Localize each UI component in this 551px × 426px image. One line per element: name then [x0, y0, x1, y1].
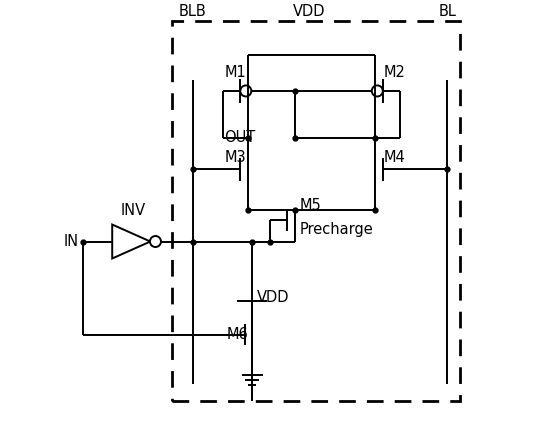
- Text: M6: M6: [226, 327, 249, 343]
- Text: OUT: OUT: [225, 130, 256, 145]
- Text: BL: BL: [439, 4, 456, 19]
- Text: M2: M2: [383, 65, 406, 81]
- Text: M4: M4: [383, 150, 406, 165]
- Text: VDD: VDD: [256, 290, 289, 305]
- Text: VDD: VDD: [293, 4, 326, 19]
- Text: Precharge: Precharge: [300, 222, 374, 237]
- Text: INV: INV: [121, 203, 146, 218]
- Text: M1: M1: [225, 65, 246, 81]
- Text: BLB: BLB: [179, 4, 207, 19]
- Text: M3: M3: [225, 150, 246, 165]
- Polygon shape: [112, 225, 150, 259]
- Text: IN: IN: [63, 234, 78, 249]
- Text: M5: M5: [300, 198, 321, 213]
